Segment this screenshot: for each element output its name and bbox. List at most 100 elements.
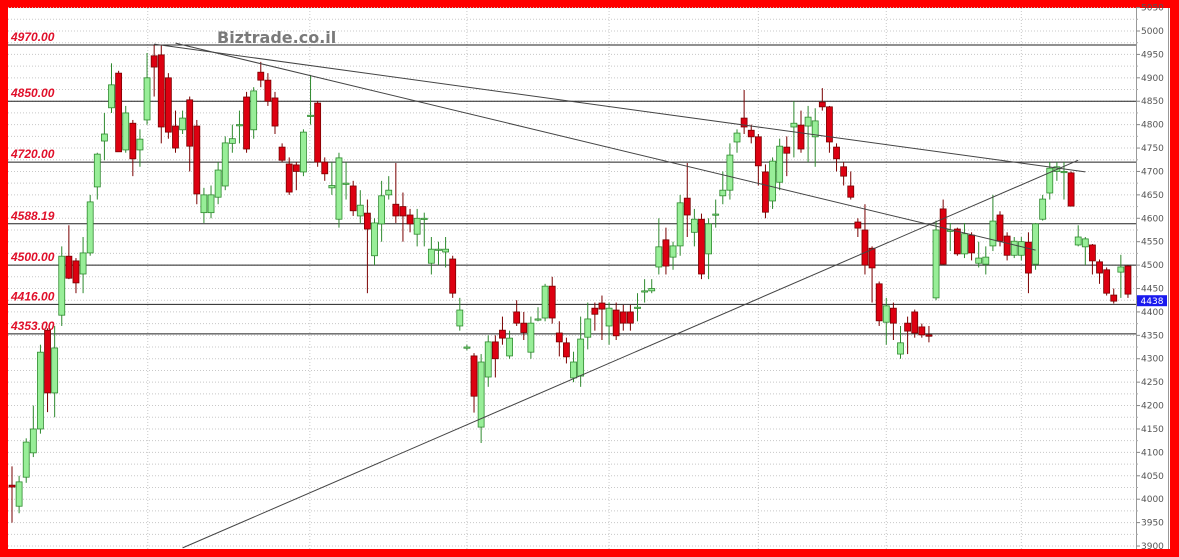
price-levels: 4970.00 4850.00 4720.00 4588.19 4500.00 4416.… [8, 30, 1136, 335]
y-tick-label: 4400 [1141, 308, 1164, 318]
candle-down [115, 70, 123, 153]
y-tick-label: 4450 [1141, 285, 1164, 295]
candle-down [925, 325, 933, 343]
candle-down [762, 164, 769, 219]
candle-up [605, 302, 613, 345]
candle-down [612, 302, 620, 341]
candle-up [207, 185, 215, 219]
candle-body [257, 71, 265, 81]
chart-background [8, 8, 1170, 549]
candle-up [705, 218, 712, 280]
candle-up [86, 194, 94, 256]
candle-body [58, 255, 66, 316]
candle-body [975, 257, 983, 264]
candle-down [783, 136, 791, 177]
candle-body [456, 309, 464, 327]
candle-up [371, 218, 378, 266]
candle-up [413, 208, 421, 247]
level-label: 4850.00 [10, 86, 55, 100]
candle-body [1081, 238, 1089, 248]
candle-down [520, 311, 528, 341]
watermark: Biztrade.co.il [217, 28, 336, 47]
candle-up [214, 162, 222, 205]
candle-down [889, 302, 897, 341]
candle-body [541, 285, 549, 319]
candle-body [932, 229, 940, 299]
candle-down [44, 328, 51, 413]
candle-body [641, 290, 649, 293]
trendline[interactable] [182, 159, 1079, 549]
candle-body [93, 153, 101, 188]
candle-body [136, 138, 144, 151]
trendline[interactable] [175, 42, 1036, 251]
candle-down [598, 295, 606, 341]
candle-body [833, 146, 840, 160]
candle-body [783, 146, 791, 154]
candle-body [86, 201, 94, 254]
y-tick-label: 4950 [1141, 50, 1164, 60]
candle-up [712, 199, 720, 228]
candle-down [840, 162, 848, 186]
level-label: 4353.00 [10, 319, 55, 333]
candle-up [51, 325, 59, 418]
candle-up [1117, 254, 1125, 298]
candle-up [250, 87, 258, 139]
candle-body [1017, 241, 1025, 256]
candle-up [506, 330, 513, 359]
candle-down [65, 225, 73, 280]
level-label: 4416.00 [10, 289, 55, 303]
candle-body [37, 351, 44, 430]
candle-body [236, 124, 243, 127]
candle-down [754, 134, 762, 186]
candle-body [378, 195, 386, 225]
candle-body [477, 361, 485, 428]
candle-body [563, 342, 570, 358]
candle-up [427, 237, 435, 275]
candle-body [534, 318, 542, 321]
candle-body [1039, 198, 1047, 220]
candle-up [228, 124, 236, 153]
candle-down [868, 246, 876, 303]
candle-body [847, 185, 855, 198]
candle-body [335, 157, 343, 220]
candle-body [22, 441, 30, 478]
candle-up [669, 241, 677, 270]
candle-down [911, 309, 919, 338]
candle-body [278, 146, 286, 161]
candle-up [221, 136, 229, 191]
candle-down [314, 101, 322, 167]
candle-body [989, 220, 997, 247]
candle-up [463, 344, 471, 351]
candle-body [1096, 261, 1103, 274]
candle-body [619, 311, 627, 324]
candle-down [861, 204, 869, 275]
y-tick-label: 4050 [1141, 472, 1164, 482]
candle-body [420, 217, 428, 220]
candle-body [264, 79, 272, 102]
candle-body [491, 341, 499, 360]
candle-up [356, 190, 364, 223]
candle-body [406, 214, 414, 225]
trendline[interactable] [154, 43, 1086, 173]
candle-down [349, 180, 357, 216]
candle-up [15, 475, 23, 514]
candle-body [243, 96, 250, 150]
candle-body [769, 160, 776, 202]
candle-up [1074, 225, 1082, 247]
candle-down [939, 199, 947, 266]
candle-body [705, 223, 712, 255]
candle-down [513, 300, 521, 326]
candle-body [840, 166, 848, 177]
candle-up [335, 152, 343, 228]
candle-body [626, 311, 634, 324]
candle-down [953, 227, 961, 256]
candle-up [108, 63, 115, 113]
candle-body [129, 122, 137, 160]
candle-up [961, 222, 968, 259]
candle-body [996, 214, 1004, 242]
candle-up [385, 176, 393, 200]
candle-down [363, 199, 371, 294]
candle-up [1017, 237, 1025, 261]
candle-down [1003, 232, 1011, 261]
